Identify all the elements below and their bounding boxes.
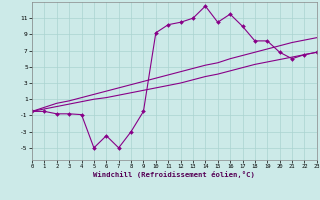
X-axis label: Windchill (Refroidissement éolien,°C): Windchill (Refroidissement éolien,°C) <box>93 171 255 178</box>
